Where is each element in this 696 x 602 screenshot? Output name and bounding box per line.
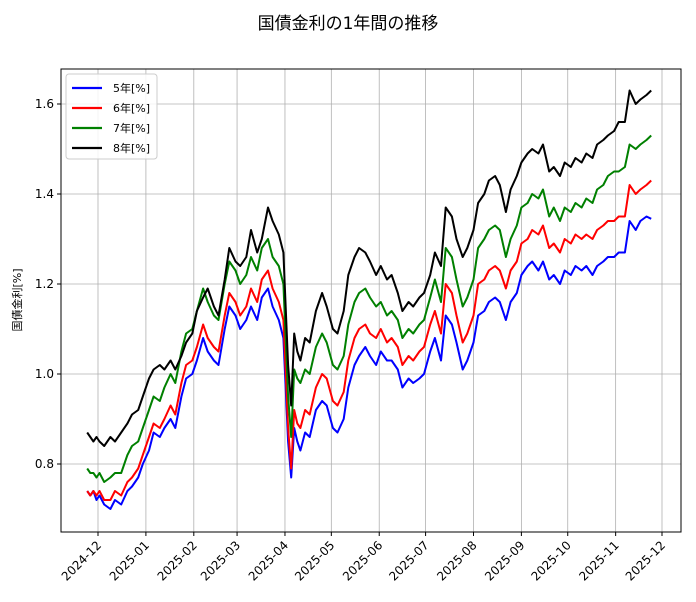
x-tick-label: 2025-03	[198, 538, 243, 583]
x-tick-label: 2025-07	[386, 538, 431, 583]
legend-label-8y: 8年[%]	[113, 141, 150, 155]
legend: 5年[%] 6年[%] 7年[%] 8年[%]	[65, 73, 158, 160]
series-line-8y	[86, 89, 652, 447]
x-tick-label: 2025-05	[292, 538, 337, 583]
series-lines	[86, 89, 652, 510]
x-tick-label: 2025-01	[107, 538, 152, 583]
y-tick-label: 1.4	[35, 187, 54, 201]
legend-label-7y: 7年[%]	[113, 121, 150, 135]
x-tick-label: 2025-12	[623, 538, 668, 583]
x-tick-label: 2024-12	[59, 538, 104, 583]
chart-title: 国債金利の1年間の推移	[257, 14, 439, 34]
y-axis: 0.8 1.0 1.2 1.4 1.6	[35, 97, 61, 471]
y-tick-label: 0.8	[35, 457, 54, 471]
series-line-7y	[86, 134, 652, 483]
legend-label-6y: 6年[%]	[113, 101, 150, 115]
x-tick-label: 2025-08	[434, 538, 479, 583]
y-axis-label: 国債金利[%]	[10, 268, 24, 331]
x-tick-label: 2025-06	[340, 538, 385, 583]
x-tick-label: 2025-04	[246, 538, 291, 583]
series-line-5y	[86, 215, 652, 510]
series-line-6y	[86, 179, 652, 501]
x-tick-label: 2025-11	[576, 538, 621, 583]
plot-frame	[60, 68, 682, 533]
x-tick-label: 2025-02	[155, 538, 200, 583]
y-tick-label: 1.6	[35, 97, 54, 111]
x-tick-label: 2025-09	[482, 538, 527, 583]
legend-label-5y: 5年[%]	[113, 81, 150, 95]
legend-box	[65, 73, 158, 160]
y-tick-label: 1.0	[35, 367, 54, 381]
y-tick-label: 1.2	[35, 277, 54, 291]
x-tick-label: 2025-10	[529, 538, 574, 583]
